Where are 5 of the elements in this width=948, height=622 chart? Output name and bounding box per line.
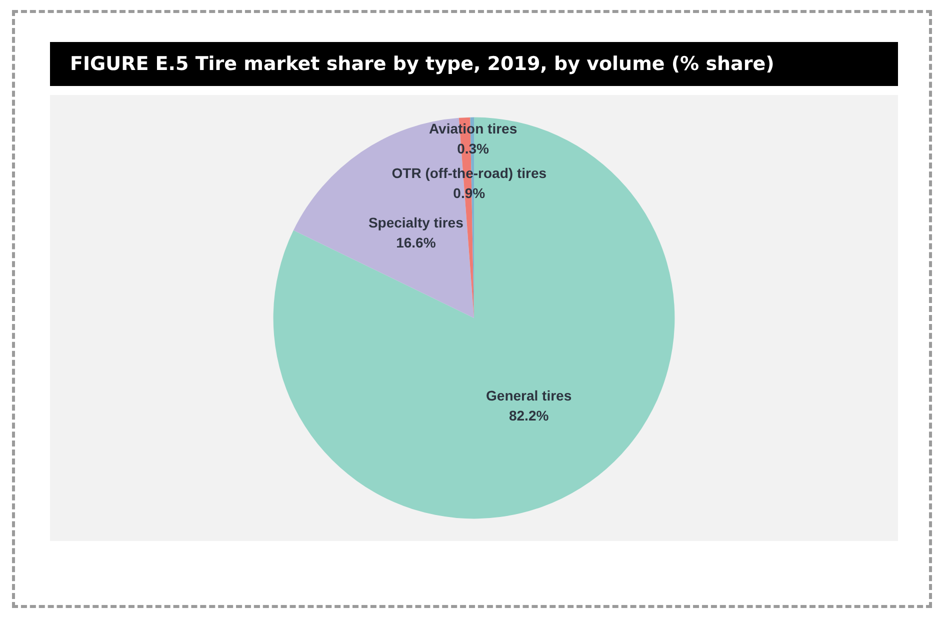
data-label: 82.2% xyxy=(508,408,550,424)
slice-label: Specialty tires xyxy=(368,214,464,231)
chart-title: FIGURE E.5 Tire market share by type, 2019, by volume (% share) xyxy=(50,42,898,86)
data-label: 16.6% xyxy=(396,234,436,251)
slice-label: General tires xyxy=(486,388,572,404)
